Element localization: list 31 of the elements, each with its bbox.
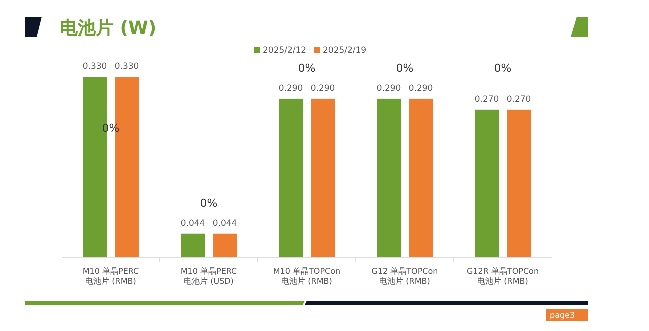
annotation: 0% — [200, 197, 218, 210]
x-tick-label: G12 单晶TOPCon 电池片 (RMB) — [372, 267, 438, 286]
data-label: 0.270 — [506, 94, 532, 105]
data-label: 0.330 — [82, 62, 108, 72]
data-label: 0.044 — [180, 218, 206, 229]
text: 0% — [396, 62, 414, 75]
text: 0% — [494, 62, 512, 75]
chart-title: 电池片 (W) — [60, 18, 157, 39]
data-label: 0.290 — [376, 84, 402, 94]
bar — [409, 98, 433, 258]
text: 0% — [298, 62, 316, 75]
x-tick-label: M10 单晶PERC 电池片 (USD) — [180, 267, 238, 286]
x-tick-label: G12R 单晶TOPCon 电池片 (RMB) — [466, 267, 540, 286]
bar — [213, 234, 237, 258]
data-label: 0.330 — [114, 62, 140, 72]
data-label: 0.290 — [408, 84, 434, 94]
data-label: 0.044 — [212, 218, 238, 229]
legend-label: 2025/2/12 — [263, 46, 307, 56]
bar — [279, 98, 303, 258]
bar — [475, 110, 499, 258]
bar — [181, 234, 205, 258]
data-label: 0.290 — [278, 84, 304, 94]
bar — [507, 110, 531, 258]
legend-label: 2025/2/19 — [323, 46, 367, 56]
data-label: 0.290 — [310, 84, 336, 94]
data-label: 0.270 — [474, 94, 500, 105]
text: page3 — [550, 311, 576, 320]
bar — [377, 98, 401, 258]
x-tick-label: M10 单晶PERC 电池片 (RMB) — [82, 267, 140, 286]
x-tick-label: M10 单晶TOPCon 电池片 (RMB) — [273, 267, 341, 286]
bar — [311, 98, 335, 258]
